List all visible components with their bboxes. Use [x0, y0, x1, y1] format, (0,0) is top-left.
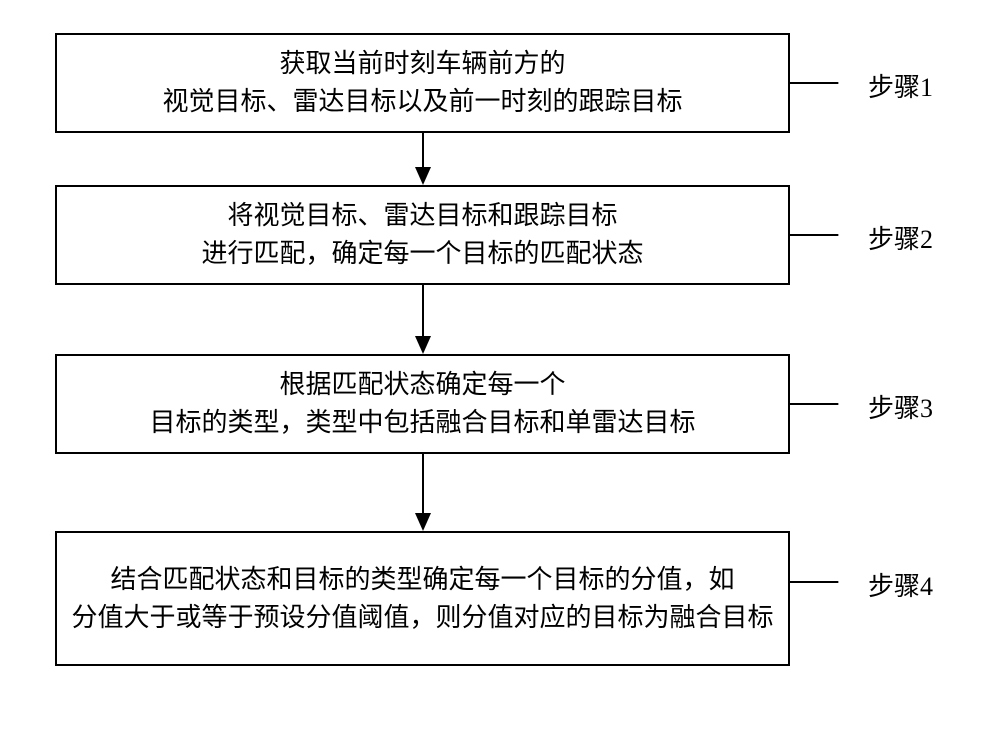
connector-line	[790, 580, 838, 584]
flow-box-line: 获取当前时刻车辆前方的	[279, 45, 565, 83]
flow-box-step3: 根据匹配状态确定每一个目标的类型，类型中包括融合目标和单雷达目标	[55, 354, 790, 454]
step-label-step4: 步骤4	[868, 566, 933, 603]
step-label-step3: 步骤3	[868, 388, 933, 425]
flow-box-line: 分值大于或等于预设分值阈值，则分值对应的目标为融合目标	[71, 599, 773, 637]
flow-box-line: 根据匹配状态确定每一个	[279, 366, 565, 404]
flow-box-step2: 将视觉目标、雷达目标和跟踪目标进行匹配，确定每一个目标的匹配状态	[55, 185, 790, 285]
connector-line	[790, 233, 838, 237]
flow-box-line: 结合匹配状态和目标的类型确定每一个目标的分值，如	[110, 561, 734, 599]
connector-line	[790, 402, 838, 406]
flow-box-line: 视觉目标、雷达目标以及前一时刻的跟踪目标	[162, 83, 682, 121]
arrow-down	[403, 454, 443, 531]
flow-box-step4: 结合匹配状态和目标的类型确定每一个目标的分值，如分值大于或等于预设分值阈值，则分…	[55, 531, 790, 666]
flow-box-line: 将视觉目标、雷达目标和跟踪目标	[227, 197, 617, 235]
flow-box-step1: 获取当前时刻车辆前方的视觉目标、雷达目标以及前一时刻的跟踪目标	[55, 33, 790, 133]
step-label-step2: 步骤2	[868, 219, 933, 256]
step-label-step1: 步骤1	[868, 67, 933, 104]
arrow-down	[403, 285, 443, 354]
flowchart: 获取当前时刻车辆前方的视觉目标、雷达目标以及前一时刻的跟踪目标 步骤1 将视觉目标、…	[0, 0, 1000, 737]
flow-box-line: 进行匹配，确定每一个目标的匹配状态	[201, 235, 643, 273]
connector-line	[790, 81, 838, 85]
arrow-down	[403, 133, 443, 185]
flow-box-line: 目标的类型，类型中包括融合目标和单雷达目标	[149, 404, 695, 442]
